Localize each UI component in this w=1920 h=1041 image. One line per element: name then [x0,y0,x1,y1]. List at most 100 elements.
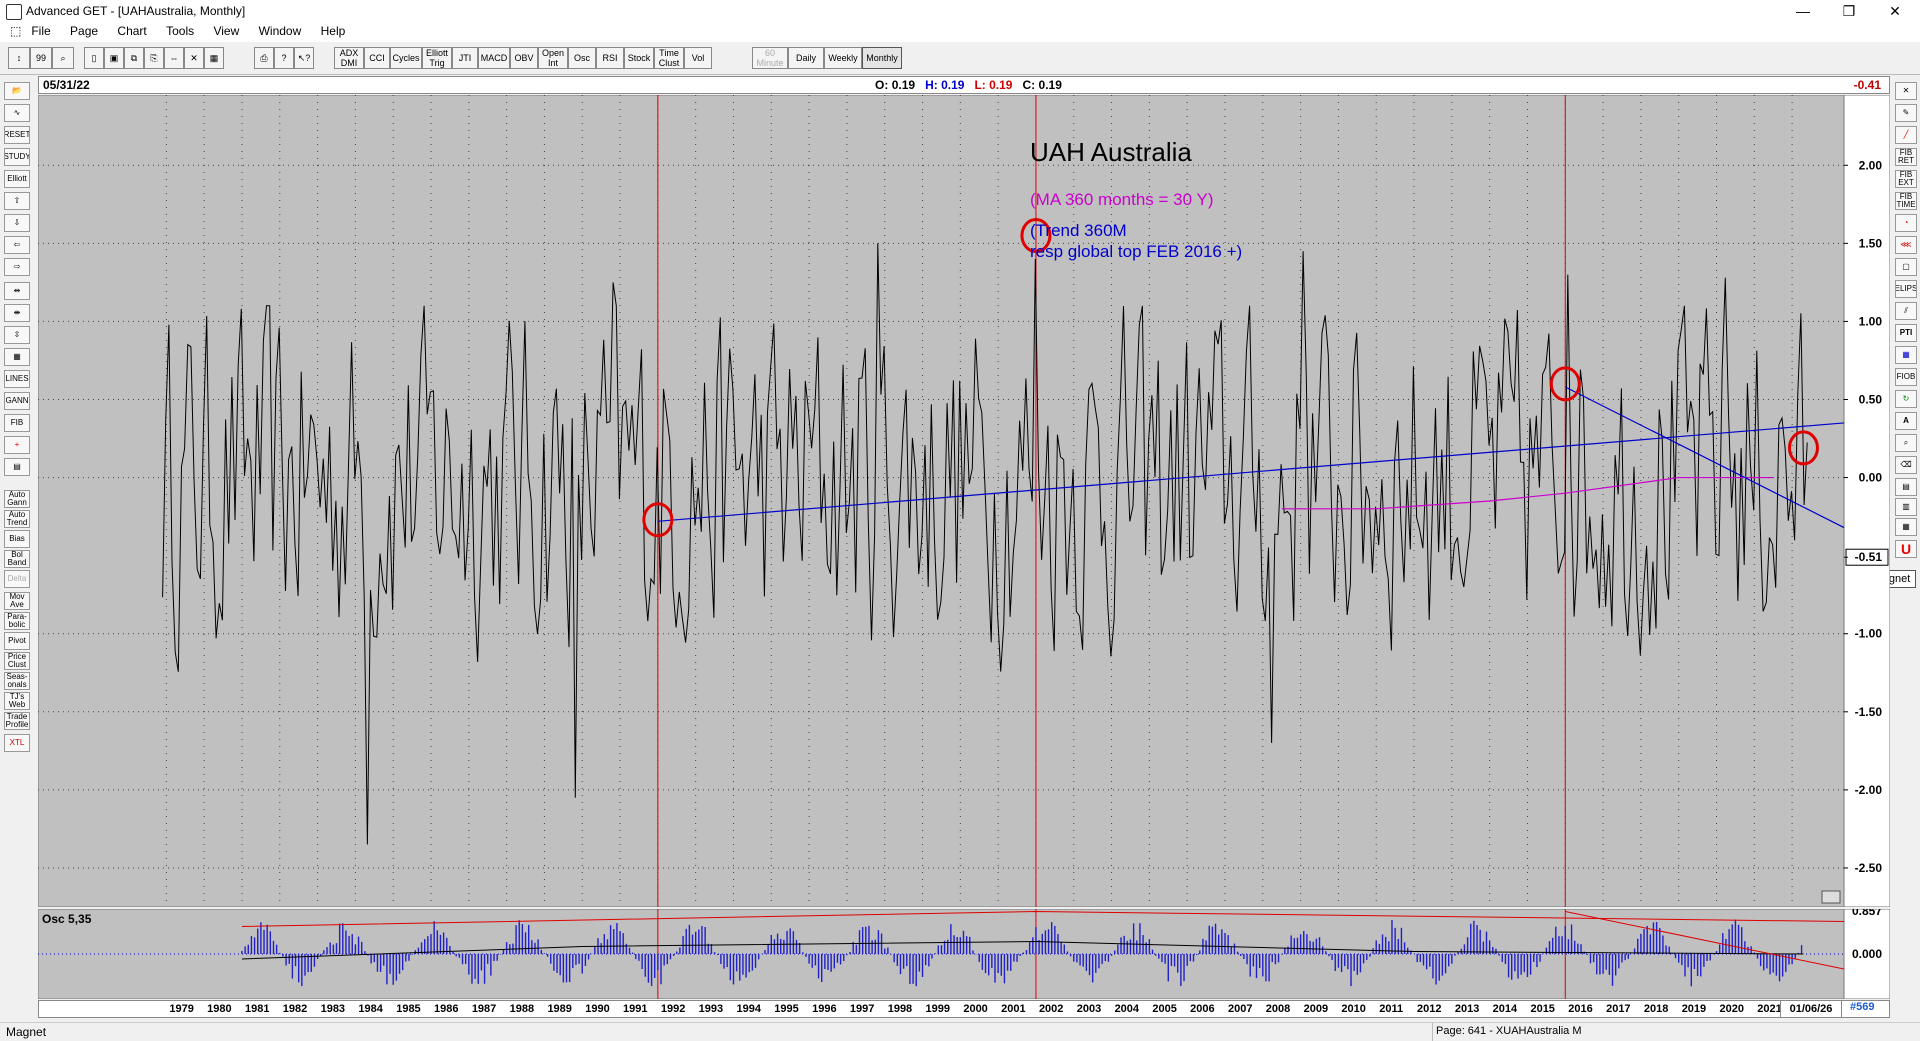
fib-arc-icon[interactable]: ◔ [1895,214,1917,232]
quote-icon[interactable]: 99 [30,47,52,69]
erase-icon[interactable]: ⌫ [1895,456,1917,474]
menu-window[interactable]: Window [258,24,302,38]
fan-icon[interactable]: ⋘ [1895,236,1917,254]
study-cci-button[interactable]: CCI [364,47,390,69]
study-jti-button[interactable]: JTI [452,47,478,69]
menu-help[interactable]: Help [320,24,346,38]
fiob-button[interactable]: FIOB [1895,368,1917,386]
arrow-up-icon[interactable]: ⇧ [4,192,30,210]
table-icon[interactable]: ▦ [1895,518,1917,536]
arrow-down-icon[interactable]: ⇩ [4,214,30,232]
grid-icon[interactable]: ▦ [204,47,224,69]
tool-pivot[interactable]: Pivot [4,632,30,650]
tool-bias[interactable]: Bias [4,530,30,548]
new-icon[interactable]: ▯ [84,47,104,69]
tool-seasonals[interactable]: Seas-onals [4,672,30,690]
print-icon[interactable]: ⎙ [254,47,274,69]
wave-icon[interactable]: ∿ [4,104,30,122]
elliott-button[interactable]: Elliott [4,170,30,188]
period-daily-button[interactable]: Daily [788,47,824,69]
menu-tools[interactable]: Tools [166,24,195,38]
properties-icon[interactable]: ▤ [4,458,30,476]
arrow-left-icon[interactable]: ⇦ [4,236,30,254]
study-open-int-button[interactable]: Open Int [538,47,568,69]
year-label: 2009 [1303,1003,1329,1015]
period-monthly-button[interactable]: Monthly [862,47,902,69]
oscillator-chart[interactable]: Osc 5,35 0.857 0.000 [38,909,1890,999]
price-chart[interactable]: 2.00 1.50 1.00 0.50 0.00 -0.51 -1.00 -1.50 -2.00… [38,95,1890,907]
current-date: 05/31/22 [43,78,90,92]
gann-button[interactable]: GANN [4,392,30,410]
fib-time-button[interactable]: FIB TIME [1895,192,1917,210]
period-60min-button[interactable]: 60 Minute [752,47,788,69]
delete-icon[interactable]: ✕ [184,47,204,69]
layout-icon[interactable]: ▤ [1895,478,1917,496]
study-vol-button[interactable]: Vol [684,47,712,69]
pti-button[interactable]: PTI [1895,324,1917,342]
minimize-button[interactable]: — [1796,3,1810,19]
lines-button[interactable]: LINES [4,370,30,388]
study-button[interactable]: STUDY [4,148,30,166]
scroll-icon[interactable]: ⇔ [164,47,184,69]
tool-auto-gann[interactable]: Auto Gann [4,490,30,508]
close-chart-icon[interactable]: ✕ [1895,82,1917,100]
fib-ret-button[interactable]: FIB RET [1895,148,1917,166]
menu-view[interactable]: View [213,24,240,38]
study-rsi-button[interactable]: RSI [596,47,624,69]
menu-chart[interactable]: Chart [117,24,147,38]
ellipse-button[interactable]: ELIPS [1895,280,1917,298]
tool-xtl[interactable]: XTL [4,734,30,752]
save-icon[interactable]: ▣ [104,47,124,69]
tool-parabolic[interactable]: Para-bolic [4,612,30,630]
tool-trade-profile[interactable]: Trade Profile [4,712,30,730]
cursor-icon[interactable]: ↕ [8,47,30,69]
compress-vertical-icon[interactable]: ⇳ [4,326,30,344]
document-icon[interactable]: ⬚ [10,24,22,38]
cycle-icon[interactable]: ↻ [1895,390,1917,408]
restore-button[interactable]: ❐ [1842,3,1856,19]
paste-icon[interactable]: ⎘ [144,47,164,69]
period-weekly-button[interactable]: Weekly [824,47,862,69]
help-icon[interactable]: ? [274,47,294,69]
channel-icon[interactable]: ⫽ [1895,302,1917,320]
fib-ext-button[interactable]: FIB EXT [1895,170,1917,188]
pencil-icon[interactable]: ✎ [1895,104,1917,122]
study-time-clust-button[interactable]: Time Clust [654,47,684,69]
fib-button[interactable]: FIB [4,414,30,432]
grid-blue-icon[interactable]: ▦ [1895,346,1917,364]
grid-icon[interactable]: ▦ [4,348,30,366]
zoom-icon[interactable]: ⌕ [52,47,74,69]
close-button[interactable]: ✕ [1889,3,1901,19]
study-stock-button[interactable]: Stock [624,47,654,69]
year-label: 1988 [509,1003,535,1015]
tool-auto-trend[interactable]: Auto Trend [4,510,30,528]
expand-horizontal-icon[interactable]: ⇹ [4,282,30,300]
study-macd-button[interactable]: MACD [478,47,510,69]
tool-tjs-web[interactable]: TJ's Web [4,692,30,710]
tool-mov-ave[interactable]: Mov Ave [4,592,30,610]
context-help-icon[interactable]: ↖? [294,47,314,69]
line-tool-icon[interactable]: ╱ [1895,126,1917,144]
magnet-icon[interactable]: U [1895,540,1917,558]
study-obv-button[interactable]: OBV [510,47,538,69]
arrow-right-icon[interactable]: ⇨ [4,258,30,276]
copy-icon[interactable]: ⧉ [124,47,144,69]
box-icon[interactable]: ▢ [1895,258,1917,276]
year-label: 1979 [169,1003,194,1015]
study-elliott-trig-button[interactable]: Elliott Trig [422,47,452,69]
compress-horizontal-icon[interactable]: ⇼ [4,304,30,322]
study-cycles-button[interactable]: Cycles [390,47,422,69]
tool-price-clust[interactable]: Price Clust [4,652,30,670]
open-folder-icon[interactable]: 📂 [4,82,30,100]
study-adx-button[interactable]: ADX DMI [334,47,364,69]
menu-page[interactable]: Page [70,24,99,38]
magnify-icon[interactable]: ⌕ [1895,434,1917,452]
tool-delta[interactable]: Delta [4,570,30,588]
study-osc-button[interactable]: Osc [568,47,596,69]
crosshair-icon[interactable]: + [4,436,30,454]
text-tool-button[interactable]: A [1895,412,1917,430]
stack-icon[interactable]: ▥ [1895,498,1917,516]
menu-file[interactable]: File [31,24,51,38]
tool-bol-band[interactable]: Bol Band [4,550,30,568]
reset-button[interactable]: RESET [4,126,30,144]
